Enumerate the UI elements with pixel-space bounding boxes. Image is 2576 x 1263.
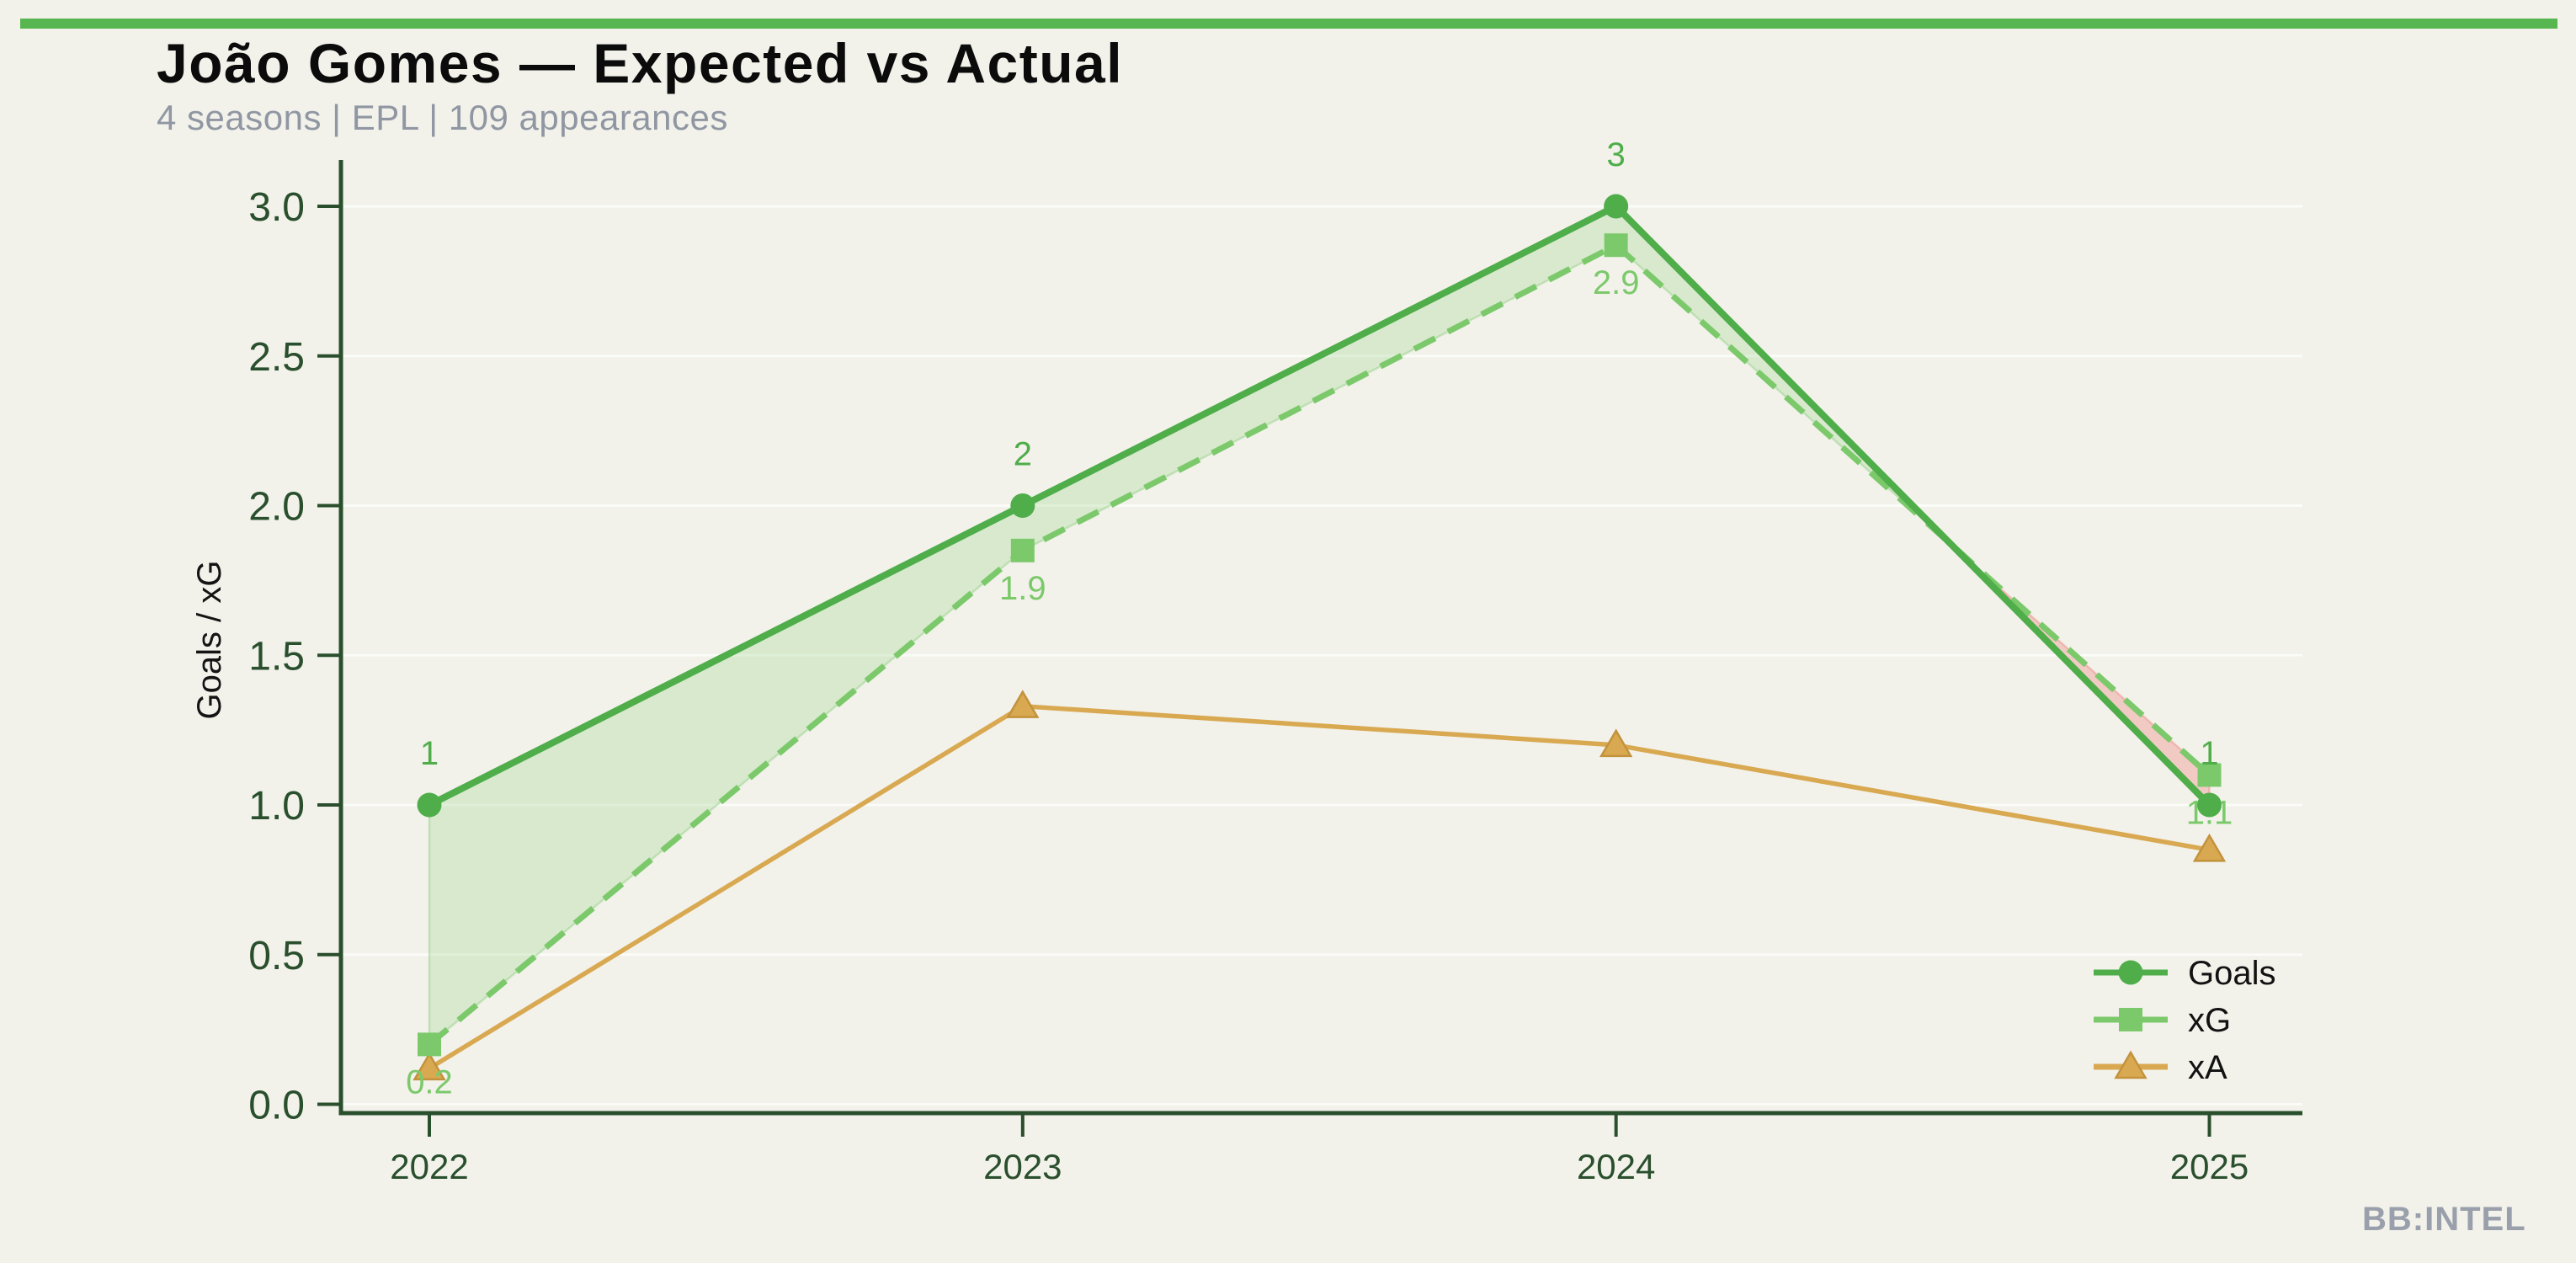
point-label-goals: 3 (1607, 136, 1626, 173)
marker-triangle-xa (1006, 690, 1040, 718)
fill-overperformance (428, 205, 1952, 1047)
marker-square-xg (2197, 763, 2222, 787)
marker-circle-goals (417, 792, 442, 818)
chart-header: João Gomes — Expected vs Actual 4 season… (157, 35, 1123, 138)
y-tick-label: 2.5 (248, 335, 305, 380)
legend-marker-square (2119, 1008, 2142, 1031)
marker-circle-goals (1010, 493, 1035, 518)
marker-square-xg (1010, 538, 1035, 562)
x-tick-label: 2024 (1577, 1147, 1655, 1186)
chart-title: João Gomes — Expected vs Actual (157, 32, 1124, 94)
top-accent-bar (20, 19, 2557, 29)
legend-item-xg: xG (2094, 1002, 2231, 1039)
x-tick-label: 2025 (2170, 1147, 2249, 1186)
point-label-goals: 1 (2200, 735, 2218, 772)
point-label-xg: 1.9 (999, 570, 1046, 607)
marker-circle-goals (2197, 792, 2222, 818)
y-tick-label: 2.0 (248, 485, 305, 530)
axis-spines (338, 160, 2302, 1116)
legend-marker-circle (2118, 960, 2143, 985)
y-tick-label: 1.5 (248, 634, 305, 679)
legend-label: xG (2188, 1002, 2231, 1039)
legend-label: xA (2188, 1049, 2227, 1086)
y-axis-title: Goals / xG (191, 561, 228, 720)
marker-circle-goals (1604, 194, 1629, 219)
marker-square-xg (418, 1032, 441, 1057)
watermark: BB:INTEL (2362, 1201, 2526, 1238)
series-line-goals (428, 203, 2212, 808)
y-tick-label: 0.0 (248, 1084, 305, 1128)
marker-triangle-xa (2192, 833, 2227, 862)
y-tick-label: 3.0 (248, 185, 305, 230)
legend-item-goals: Goals (2094, 955, 2276, 992)
chart-subtitle: 4 seasons | EPL | 109 appearances (157, 98, 728, 137)
legend-marker-triangle (2114, 1050, 2148, 1079)
series-line-xa (428, 703, 2210, 1071)
x-tick-label: 2022 (390, 1147, 468, 1186)
y-tick-label: 1.0 (248, 784, 305, 829)
marker-triangle-xa (1599, 728, 1633, 758)
x-tick-label: 2023 (983, 1147, 1062, 1186)
point-label-goals: 1 (420, 735, 439, 772)
point-label-xg: 0.2 (406, 1063, 453, 1100)
marker-triangle-xa (412, 1052, 446, 1081)
y-tick-label: 0.5 (248, 934, 305, 978)
legend-label: Goals (2188, 955, 2276, 992)
marker-square-xg (1604, 233, 1628, 258)
point-label-xg: 2.9 (1593, 264, 1640, 301)
point-label-goals: 2 (1014, 436, 1032, 473)
legend-item-xa: xA (2094, 1049, 2227, 1086)
